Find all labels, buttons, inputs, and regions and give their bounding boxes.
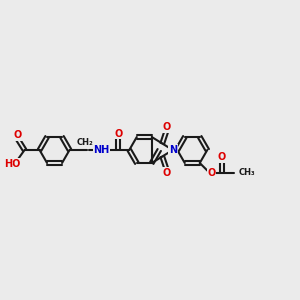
Text: O: O bbox=[162, 168, 170, 178]
Text: O: O bbox=[207, 167, 216, 178]
Text: NH: NH bbox=[93, 145, 110, 155]
Text: CH₃: CH₃ bbox=[238, 168, 255, 177]
Text: O: O bbox=[114, 129, 122, 139]
Text: O: O bbox=[162, 122, 170, 132]
Text: O: O bbox=[14, 130, 22, 140]
Text: HO: HO bbox=[4, 159, 20, 169]
Text: CH₂: CH₂ bbox=[76, 138, 93, 147]
Text: N: N bbox=[169, 145, 177, 155]
Text: O: O bbox=[218, 152, 226, 162]
